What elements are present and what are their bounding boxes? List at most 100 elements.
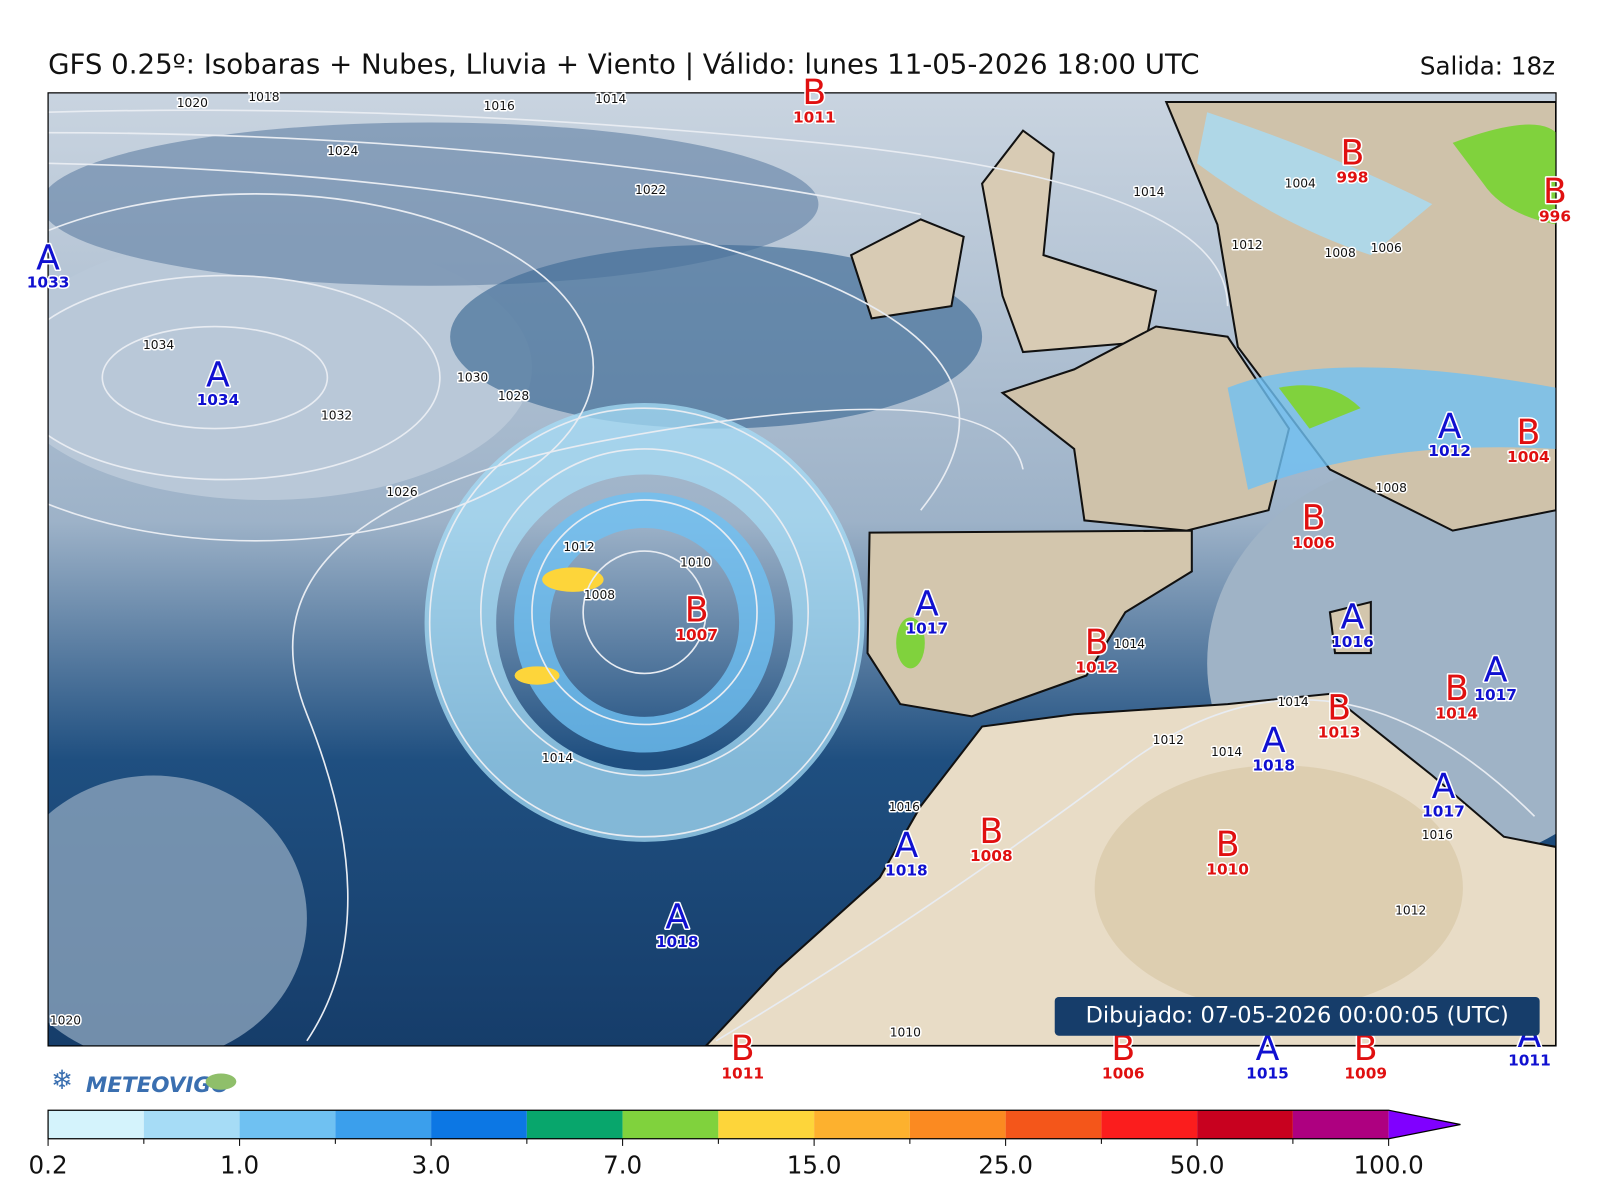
center-value: 1033 [27, 274, 70, 292]
cloud-field [48, 122, 819, 286]
land [981, 129, 1158, 354]
center-letter: B [731, 1029, 755, 1069]
map-area [48, 92, 1557, 1046]
isobar-label: 1014 [1114, 637, 1145, 651]
colorbar-tick-label: 7.0 [603, 1150, 642, 1179]
center-letter: B [802, 73, 826, 113]
center-value: 1004 [1507, 448, 1550, 466]
logo-icon: ❄ [51, 1065, 73, 1096]
center-letter: B [979, 812, 1003, 852]
isobar-label: 1014 [1211, 745, 1242, 759]
colorbar-swatch [622, 1110, 719, 1139]
center-value: 1017 [906, 620, 949, 638]
colorbar-tick-label: 100.0 [1354, 1150, 1424, 1179]
colorbar-swatch [814, 1110, 910, 1139]
colorbar-swatch [143, 1110, 240, 1139]
center-letter: A [1438, 407, 1462, 447]
center-value: 1011 [721, 1065, 764, 1083]
isobar-label: 1016 [484, 99, 515, 113]
center-letter: A [665, 898, 689, 938]
colorbar-swatch [48, 1110, 144, 1139]
center-letter: A [1262, 721, 1286, 761]
colorbar-swatch [239, 1110, 336, 1139]
center-letter: B [1516, 413, 1540, 453]
center-value: 1018 [885, 862, 928, 880]
colorbar-swatch [335, 1110, 432, 1139]
center-value: 1011 [1508, 1051, 1551, 1069]
colorbar-tick-label: 50.0 [1170, 1150, 1225, 1179]
isobar-label: 1014 [542, 751, 573, 765]
center-letter: B [1341, 133, 1365, 173]
center-letter: B [685, 590, 709, 630]
isobar-label: 1026 [386, 485, 417, 499]
isobar-label: 1008 [1376, 481, 1407, 495]
land [866, 529, 1193, 718]
center-value: 1010 [1206, 861, 1249, 879]
colorbar-tick-label: 15.0 [787, 1150, 842, 1179]
center-value: 1012 [1075, 658, 1118, 676]
center-value: 1016 [1331, 633, 1374, 651]
center-value: 1014 [1435, 704, 1478, 722]
colorbar-tick-label: 1.0 [220, 1150, 259, 1179]
isobar-label: 1022 [635, 183, 666, 197]
colorbar-swatch [526, 1110, 623, 1139]
isobar-label: 1028 [498, 389, 529, 403]
colorbar-swatch [431, 1110, 527, 1139]
center-value: 1013 [1318, 724, 1361, 742]
cloud-field [48, 234, 532, 500]
cloud-field [450, 244, 983, 429]
colorbar-swatch [1005, 1110, 1102, 1139]
map-frame [47, 92, 1557, 1047]
center-letter: B [1302, 499, 1326, 539]
isobar-label: 1012 [1231, 238, 1262, 252]
precipitation [1452, 124, 1557, 225]
isobar-label: 1012 [1153, 733, 1184, 747]
isobar-label: 1024 [327, 144, 358, 158]
center-value: 1017 [1422, 802, 1465, 820]
isobar-label: 1016 [889, 800, 920, 814]
center-value: 1006 [1102, 1065, 1145, 1083]
center-value: 1018 [1252, 756, 1295, 774]
precipitation [1278, 385, 1361, 429]
drawn-box [1054, 996, 1540, 1036]
isobar-label: 1032 [321, 408, 352, 422]
isobar-label: 1010 [680, 555, 711, 569]
center-letter: B [1216, 825, 1240, 865]
center-letter: B [1085, 623, 1109, 663]
title: GFS 0.25º: Isobaras + Nubes, Lluvia + Vi… [48, 48, 1199, 81]
precipitation [514, 666, 560, 685]
isobar-label: 1014 [1133, 185, 1164, 199]
cloud-field [48, 775, 307, 1046]
isobar-label: 1012 [563, 540, 594, 554]
run-label: Salida: 18z [1420, 52, 1555, 81]
center-value: 1017 [1474, 686, 1517, 704]
drawn-label: Dibujado: 07-05-2026 00:00:05 (UTC) [1086, 1002, 1509, 1028]
isobar-labels: 1020 1018 1016 1014 1024 1022 1034 1030 1028 1032… [48, 89, 1454, 1042]
center-letter: A [1432, 767, 1456, 807]
colorbar-tick-label: 25.0 [978, 1150, 1033, 1179]
isobar-label: 1014 [595, 92, 626, 106]
precipitation [424, 403, 865, 842]
colorbar-swatch [1101, 1110, 1198, 1139]
center-value: 998 [1336, 169, 1368, 187]
terrain [1094, 765, 1463, 1011]
colorbar-tick-label: 0.2 [29, 1150, 68, 1179]
center-letter: A [1484, 651, 1508, 691]
colorbar-swatch [718, 1110, 815, 1139]
isobar-label: 1004 [1285, 177, 1316, 191]
isobar-label: 1016 [1422, 828, 1453, 842]
isobar-label: 1034 [143, 338, 174, 352]
colorbar-swatch [1292, 1110, 1389, 1139]
center-letter: A [915, 584, 939, 624]
center-value: 1034 [197, 391, 240, 409]
isobars [48, 109, 1536, 1042]
isobar-label: 1030 [457, 371, 488, 385]
colorbar-tick-label: 3.0 [412, 1150, 451, 1179]
isobar-label: 1006 [1371, 241, 1402, 255]
center-letter: A [1341, 598, 1365, 638]
center-letter: B [1543, 172, 1567, 212]
center-value: 1018 [656, 933, 699, 951]
